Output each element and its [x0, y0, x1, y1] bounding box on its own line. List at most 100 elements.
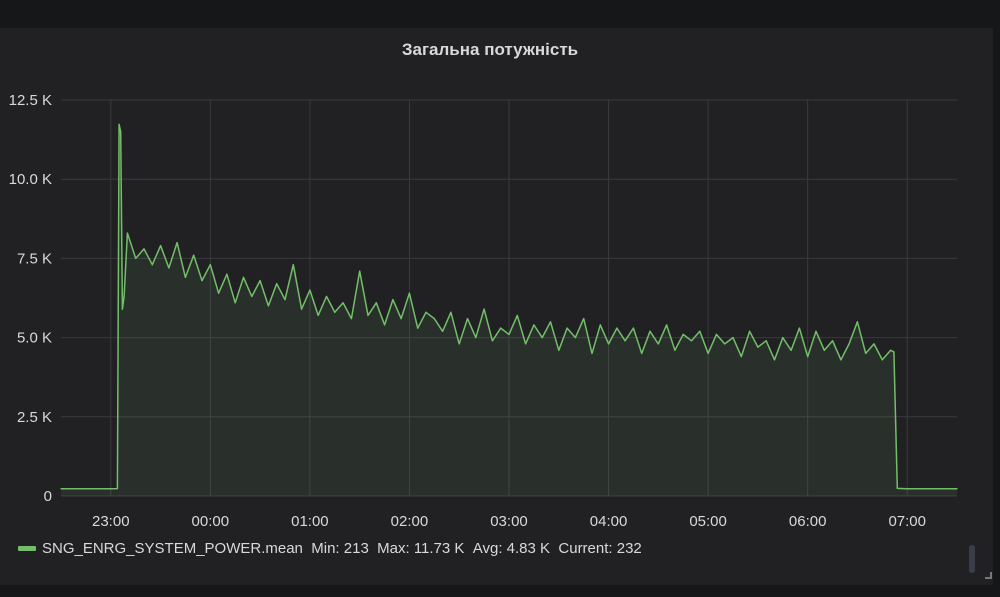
data-point: [583, 317, 585, 320]
data-point: [292, 264, 294, 266]
data-point: [121, 308, 123, 310]
data-point: [433, 317, 435, 320]
legend-max: Max: 11.73 K: [377, 540, 465, 557]
data-point: [873, 343, 875, 345]
data-point: [798, 327, 800, 329]
legend-scrollbar[interactable]: [969, 545, 975, 573]
x-tick-label: 01:00: [291, 513, 329, 530]
data-point: [483, 308, 485, 310]
data-point: [823, 349, 825, 351]
data-point: [524, 343, 527, 345]
data-point: [350, 317, 352, 320]
data-point: [417, 327, 419, 329]
data-point: [765, 340, 767, 342]
data-point: [392, 298, 394, 301]
data-point: [168, 267, 170, 269]
y-tick-label: 0: [44, 488, 52, 505]
data-point: [840, 359, 842, 361]
data-point: [790, 349, 792, 351]
data-point: [591, 352, 593, 355]
x-tick-label: 06:00: [789, 513, 827, 530]
data-point: [218, 292, 220, 294]
data-point: [135, 257, 137, 259]
data-point: [159, 245, 162, 247]
data-point: [699, 330, 701, 332]
data-point: [956, 488, 958, 490]
data-point: [881, 359, 883, 361]
data-point: [367, 314, 369, 317]
data-point: [317, 314, 319, 317]
data-point: [209, 264, 211, 266]
data-point: [848, 343, 850, 345]
data-point: [276, 283, 278, 285]
x-tick-label: 00:00: [192, 513, 230, 530]
resize-handle[interactable]: [985, 572, 992, 579]
data-point: [931, 488, 933, 490]
data-point: [143, 248, 145, 250]
y-tick-label: 7.5 K: [17, 250, 52, 267]
x-tick-label: 04:00: [590, 513, 628, 530]
legend-min: Min: 213: [311, 540, 369, 557]
data-point: [896, 487, 898, 489]
data-point: [259, 279, 261, 282]
data-point: [242, 276, 245, 279]
data-point: [732, 337, 734, 339]
data-point: [690, 340, 693, 342]
panel-title[interactable]: Загальна потужність: [401, 40, 579, 59]
legend-swatch: [18, 546, 36, 551]
x-tick-label: 05:00: [689, 513, 727, 530]
data-point: [906, 488, 908, 490]
legend-avg: Avg: 4.83 K: [472, 540, 551, 557]
data-point: [118, 123, 120, 125]
data-point: [466, 317, 469, 320]
y-tick-label: 5.0 K: [17, 330, 52, 347]
y-tick-label: 2.5 K: [17, 409, 52, 426]
data-point: [508, 333, 510, 336]
data-point: [674, 349, 676, 351]
y-tick-label: 12.5 K: [9, 92, 52, 109]
data-point: [757, 346, 759, 348]
data-point: [342, 302, 344, 304]
data-point: [123, 295, 125, 298]
data-point: [815, 330, 817, 332]
x-tick-label: 23:00: [92, 513, 130, 530]
data-point: [516, 314, 518, 317]
data-point: [574, 337, 576, 339]
data-point: [458, 343, 460, 345]
data-point: [234, 302, 236, 304]
data-point: [607, 343, 610, 345]
data-point: [632, 327, 635, 329]
data-point: [325, 295, 328, 298]
data-point: [475, 337, 477, 339]
data-point: [740, 356, 742, 358]
data-point: [807, 356, 809, 358]
data-point: [184, 276, 187, 279]
y-tick-label: 10.0 K: [9, 171, 52, 188]
data-point: [284, 298, 286, 301]
data-point: [408, 292, 411, 294]
data-point: [251, 295, 253, 298]
x-tick-label: 03:00: [490, 513, 528, 530]
data-point: [193, 254, 195, 256]
data-point: [566, 327, 568, 329]
data-point: [450, 311, 452, 313]
data-point: [657, 343, 659, 345]
data-point: [782, 337, 784, 339]
x-tick-label: 07:00: [888, 513, 926, 530]
legend-series-name[interactable]: SNG_ENRG_SYSTEM_POWER.mean: [42, 540, 303, 557]
data-point: [865, 352, 867, 355]
data-point: [558, 349, 560, 351]
data-point: [116, 487, 119, 490]
data-point: [773, 359, 776, 361]
data-point: [334, 311, 336, 313]
data-point: [831, 340, 834, 342]
x-tick-label: 02:00: [391, 513, 429, 530]
data-point: [126, 232, 128, 234]
data-point: [120, 131, 122, 133]
data-point: [383, 324, 386, 326]
data-point: [682, 333, 684, 336]
data-point: [724, 343, 726, 345]
data-point: [624, 340, 626, 342]
data-point: [425, 311, 427, 313]
